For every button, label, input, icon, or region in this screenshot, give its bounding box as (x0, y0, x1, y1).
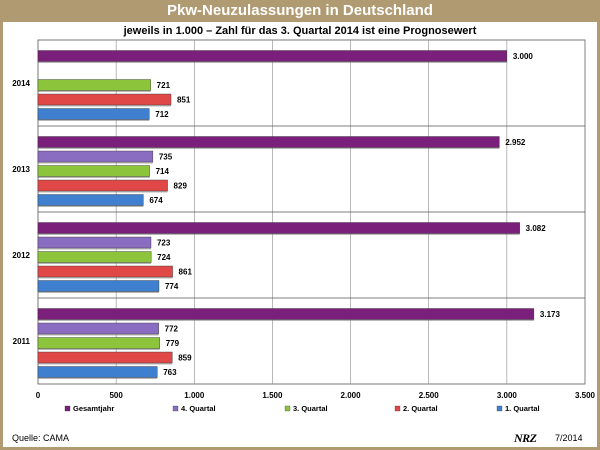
data-label: 712 (155, 110, 169, 119)
data-label: 2.952 (505, 138, 526, 147)
bar (37, 150, 154, 163)
bar (37, 108, 150, 120)
bar (37, 179, 168, 192)
bar (37, 337, 160, 349)
x-tick-label: 500 (109, 391, 123, 400)
data-label: 723 (157, 239, 171, 248)
publication-date: 7/2014 (555, 433, 583, 443)
data-label: 763 (163, 368, 177, 377)
data-label: 3.000 (513, 52, 534, 61)
x-tick-label: 1.500 (262, 391, 283, 400)
chart-title: Pkw-Neuzulassungen in Deutschland (167, 2, 433, 19)
x-tick-label: 3.000 (497, 391, 518, 400)
bar (37, 165, 150, 177)
x-tick-label: 1.000 (184, 391, 205, 400)
category-label: 2011 (13, 337, 31, 346)
x-tick-label: 2.500 (419, 391, 440, 400)
bar (37, 308, 535, 320)
data-label: 721 (157, 81, 171, 90)
data-label: 774 (165, 282, 179, 291)
legend-label: 2. Quartal (403, 404, 438, 413)
legend-swatch (172, 405, 179, 412)
legend-swatch (394, 405, 401, 412)
bar (37, 351, 173, 364)
brand-logo: NRZ (514, 431, 537, 445)
legend-label: 1. Quartal (505, 404, 540, 413)
source-note: Quelle: CAMA (12, 433, 70, 443)
data-label: 779 (166, 339, 180, 348)
category-label: 2013 (12, 165, 30, 174)
data-label: 772 (165, 325, 179, 334)
x-tick-label: 0 (36, 391, 41, 400)
category-label: 2014 (12, 79, 30, 88)
legend-swatch (64, 405, 71, 412)
legend-label: 4. Quartal (181, 404, 216, 413)
bar (37, 236, 152, 249)
bar (37, 251, 152, 263)
legend-label: 3. Quartal (293, 404, 328, 413)
bar (37, 50, 508, 62)
bar (37, 280, 160, 292)
bar (37, 136, 500, 148)
chart-panel: jeweils in 1.000 – Zahl für das 3. Quart… (3, 22, 597, 447)
data-label: 859 (178, 354, 192, 363)
bar (37, 265, 173, 278)
data-label: 851 (177, 96, 191, 105)
data-label: 735 (159, 153, 173, 162)
legend-swatch (496, 405, 503, 412)
bar (37, 366, 158, 378)
category-label: 2012 (12, 251, 30, 260)
data-label: 829 (174, 182, 188, 191)
x-tick-label: 3.500 (575, 391, 596, 400)
data-label: 674 (149, 196, 163, 205)
data-label: 3.082 (526, 224, 547, 233)
bar (37, 194, 144, 206)
data-label: 724 (157, 253, 171, 262)
bar (37, 322, 159, 335)
bar (37, 222, 520, 234)
legend-swatch (284, 405, 291, 412)
bar (37, 79, 151, 91)
x-tick-label: 2.000 (341, 391, 362, 400)
chart-subtitle: jeweils in 1.000 – Zahl für das 3. Quart… (123, 25, 477, 37)
data-label: 861 (179, 268, 193, 277)
data-label: 714 (156, 167, 170, 176)
legend-label: Gesamtjahr (73, 404, 114, 413)
bar (37, 93, 172, 106)
data-label: 3.173 (540, 310, 561, 319)
bar-chart: 2014 3.000 721 851 712 2013 2.952 735 714 829 674 2… (12, 39, 596, 413)
